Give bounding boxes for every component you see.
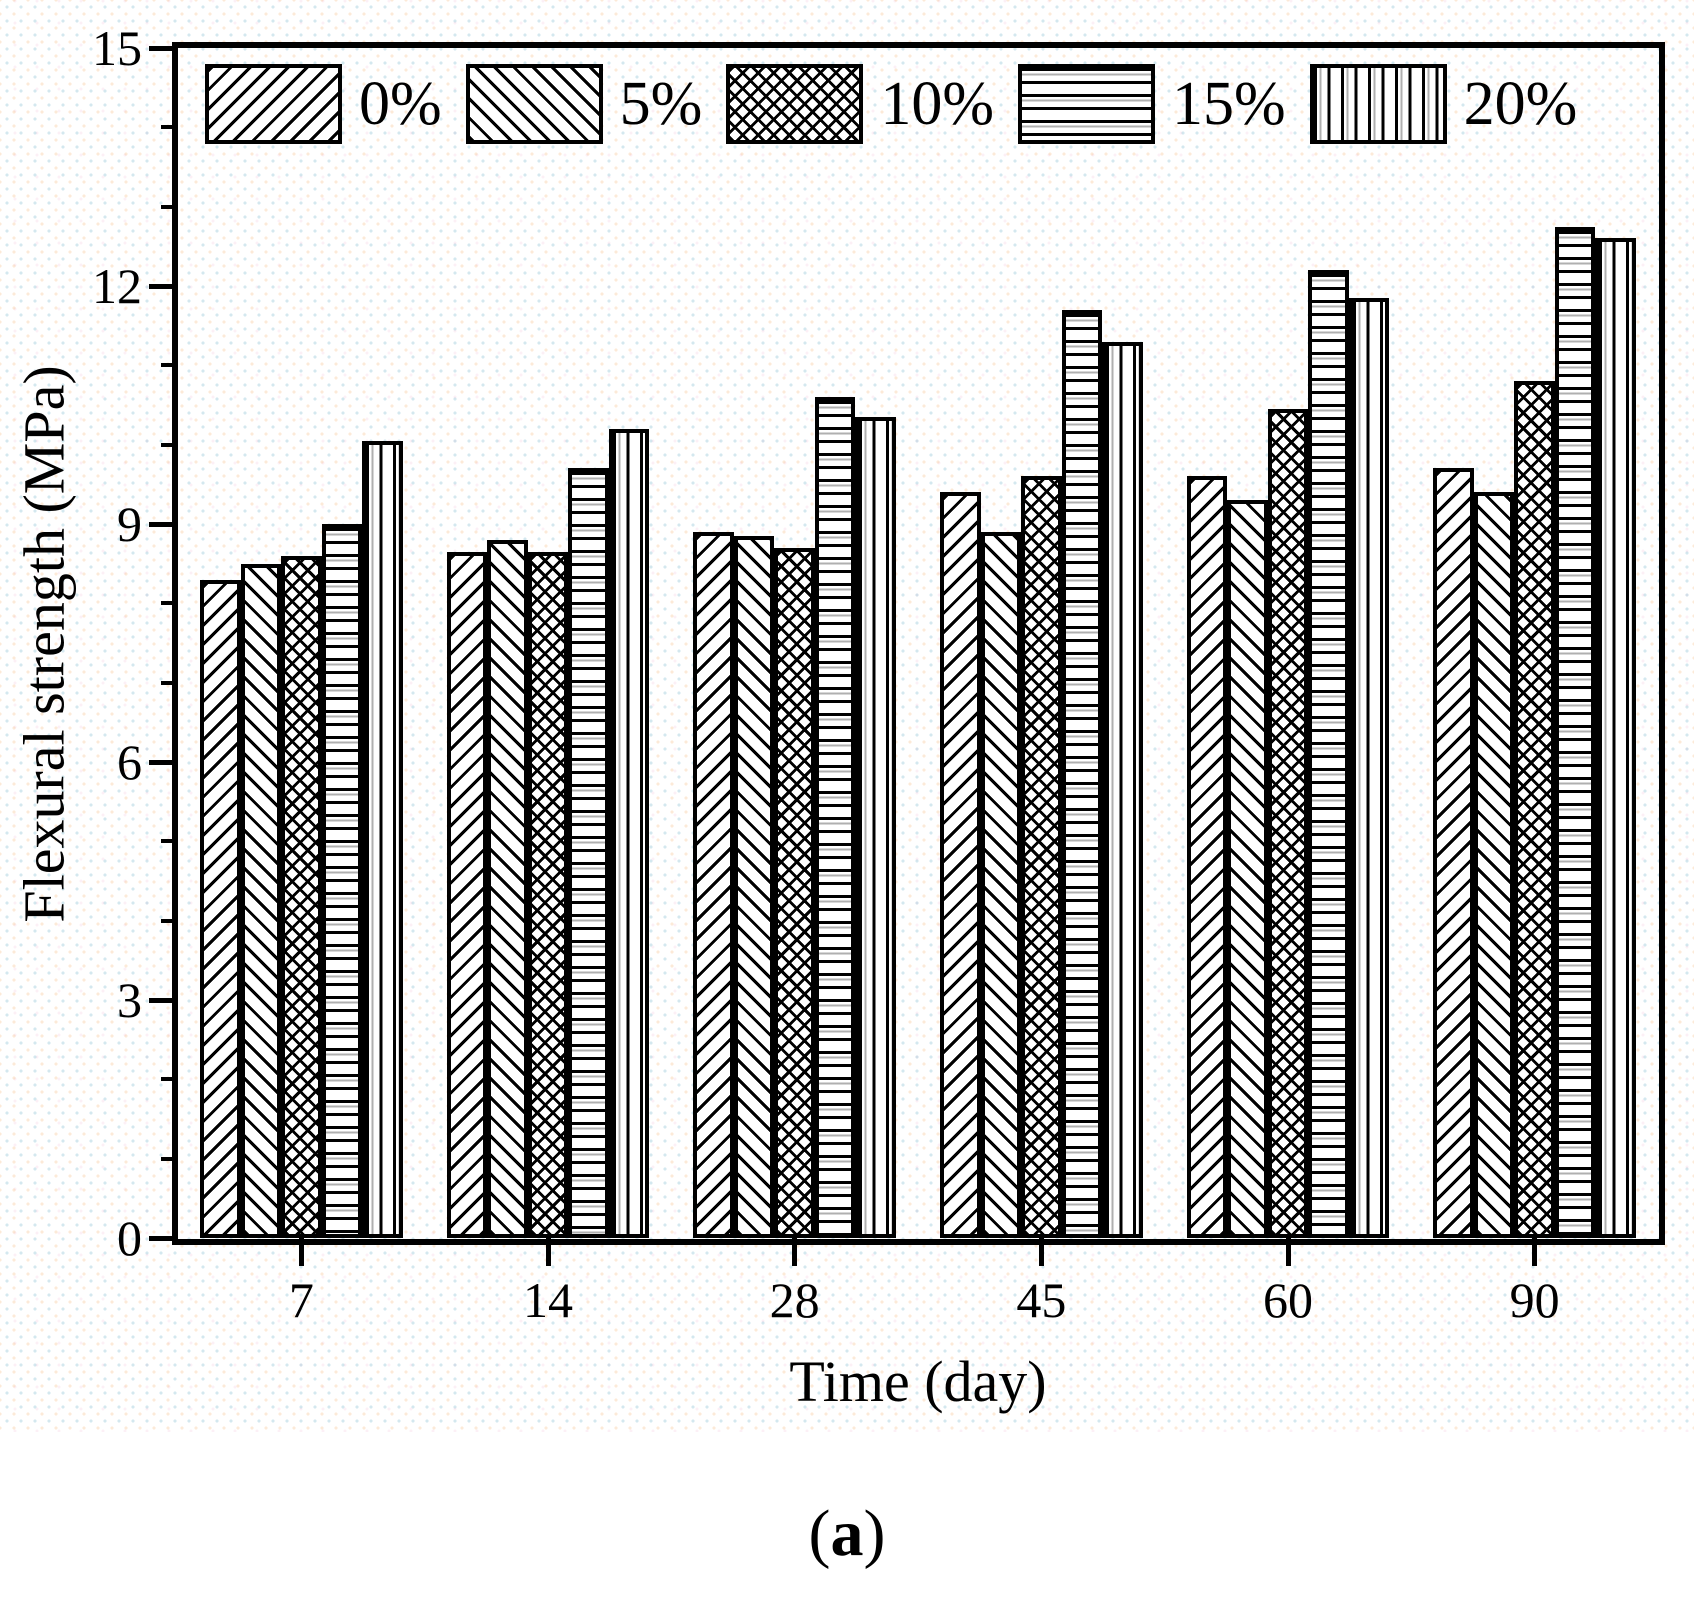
- legend-swatch-crosshatch-icon: [726, 64, 864, 144]
- legend-label: 10%: [880, 70, 994, 138]
- bar-0%-day7: [200, 579, 241, 1238]
- y-tick-minor: [161, 1156, 175, 1161]
- bar-0%-day45: [940, 492, 981, 1238]
- y-tick-minor: [161, 680, 175, 685]
- y-tick-minor: [161, 918, 175, 923]
- legend-entry-5%: 5%: [465, 64, 703, 144]
- caption-close-paren: ): [863, 1497, 886, 1570]
- y-tick-minor: [161, 125, 175, 130]
- x-tick-major: [545, 1238, 551, 1266]
- y-tick-label: 15: [92, 20, 142, 76]
- x-tick-major: [1285, 1238, 1291, 1266]
- bar-15%-day45: [1061, 309, 1103, 1238]
- legend-swatch-diagonal-up-icon: [205, 64, 342, 144]
- x-tick-major: [1038, 1238, 1044, 1266]
- caption-open-paren: (: [808, 1497, 831, 1570]
- x-tick-major: [792, 1238, 798, 1266]
- x-axis-title: Time (day): [789, 1349, 1047, 1414]
- bar-5%-day45: [980, 531, 1022, 1238]
- y-tick-minor: [161, 442, 175, 447]
- bar-20%-day90: [1595, 238, 1636, 1238]
- y-tick-label: 0: [117, 1210, 142, 1266]
- y-tick-label: 6: [117, 734, 142, 790]
- legend-swatch-vertical-icon: [1309, 64, 1447, 144]
- bar-20%-day28: [855, 416, 896, 1238]
- legend-entry-20%: 20%: [1309, 64, 1578, 144]
- y-tick-major: [149, 521, 175, 527]
- bar-15%-day28: [814, 397, 856, 1238]
- bar-15%-day90: [1554, 226, 1596, 1238]
- y-tick-minor: [161, 839, 175, 844]
- bar-10%-day90: [1514, 381, 1555, 1238]
- bar-15%-day7: [321, 524, 363, 1238]
- legend-entry-0%: 0%: [205, 64, 442, 144]
- bar-10%-day14: [527, 551, 569, 1238]
- legend-label: 5%: [619, 70, 703, 138]
- y-tick-label: 12: [92, 258, 142, 314]
- x-tick-label-day45: 45: [1016, 1272, 1067, 1328]
- legend-label: 0%: [359, 70, 442, 138]
- panel-caption: (a): [0, 1496, 1694, 1572]
- legend-swatch-horizontal-icon: [1017, 64, 1155, 144]
- x-tick-label-day28: 28: [769, 1272, 820, 1328]
- y-tick-minor: [161, 601, 175, 606]
- x-tick-label-day7: 7: [288, 1272, 314, 1328]
- y-tick-label: 9: [117, 496, 142, 552]
- bar-5%-day28: [733, 535, 775, 1238]
- legend-label: 15%: [1171, 70, 1286, 138]
- legend-label: 20%: [1463, 70, 1578, 138]
- legend: 0% 5% 10% 15% 20%: [205, 64, 1601, 144]
- bar-10%-day7: [281, 555, 322, 1238]
- x-tick-label-day60: 60: [1263, 1272, 1313, 1328]
- legend-swatch-diagonal-down-icon: [465, 64, 603, 144]
- bar-15%-day14: [568, 468, 609, 1238]
- y-tick-major: [149, 45, 175, 51]
- x-tick-major: [1532, 1238, 1538, 1266]
- bar-0%-day14: [446, 551, 488, 1238]
- bar-20%-day45: [1102, 341, 1143, 1238]
- bar-20%-day7: [362, 440, 403, 1238]
- legend-entry-15%: 15%: [1017, 64, 1286, 144]
- y-tick-major: [149, 759, 175, 765]
- bar-20%-day14: [608, 428, 650, 1238]
- bar-10%-day45: [1021, 476, 1062, 1238]
- y-axis-title: Flexural strength (MPa): [11, 365, 77, 923]
- x-tick-major: [298, 1238, 304, 1266]
- y-tick-major: [149, 1235, 175, 1241]
- legend-entry-10%: 10%: [726, 64, 994, 144]
- x-tick-label-day14: 14: [523, 1272, 573, 1328]
- bar-5%-day14: [487, 539, 528, 1238]
- y-tick-major: [149, 283, 175, 289]
- bar-0%-day90: [1433, 468, 1474, 1238]
- bar-0%-day60: [1186, 476, 1228, 1238]
- plot-area: [178, 48, 1658, 1238]
- bar-10%-day60: [1267, 408, 1309, 1238]
- bar-0%-day28: [693, 531, 734, 1238]
- x-tick-label-day90: 90: [1509, 1272, 1560, 1328]
- y-tick-minor: [161, 1077, 175, 1082]
- y-tick-minor: [161, 363, 175, 368]
- y-tick-label: 3: [117, 972, 142, 1028]
- caption-letter: a: [830, 1497, 864, 1570]
- bar-5%-day60: [1227, 500, 1268, 1238]
- bar-10%-day28: [774, 547, 815, 1238]
- bar-5%-day7: [240, 563, 282, 1238]
- bar-20%-day60: [1348, 297, 1390, 1238]
- bar-5%-day90: [1473, 492, 1515, 1238]
- bar-15%-day60: [1308, 270, 1349, 1238]
- y-tick-major: [149, 997, 175, 1003]
- y-tick-minor: [161, 204, 175, 209]
